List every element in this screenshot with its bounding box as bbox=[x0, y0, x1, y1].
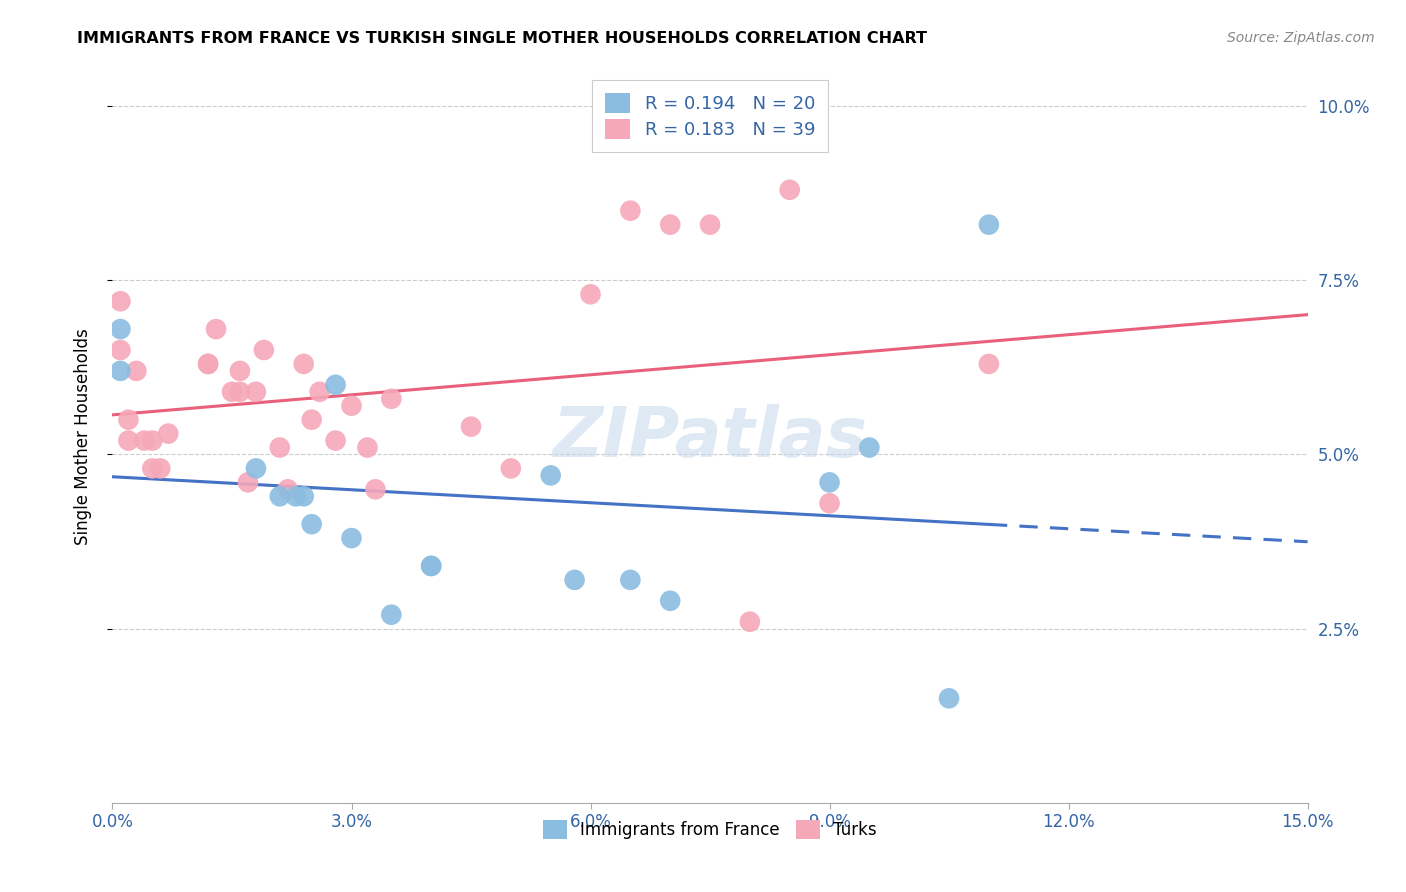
Point bbox=[292, 489, 315, 503]
Point bbox=[356, 441, 378, 455]
Point bbox=[699, 218, 721, 232]
Point bbox=[325, 377, 347, 392]
Text: ZIPatlas: ZIPatlas bbox=[553, 403, 868, 471]
Point bbox=[818, 475, 841, 490]
Point bbox=[659, 218, 682, 232]
Point bbox=[269, 441, 291, 455]
Point bbox=[619, 203, 641, 218]
Point bbox=[125, 364, 148, 378]
Text: Source: ZipAtlas.com: Source: ZipAtlas.com bbox=[1227, 31, 1375, 45]
Point bbox=[253, 343, 276, 357]
Point bbox=[977, 357, 1000, 371]
Point bbox=[141, 461, 163, 475]
Point bbox=[738, 615, 761, 629]
Point bbox=[197, 357, 219, 371]
Point bbox=[301, 412, 323, 426]
Point bbox=[277, 483, 299, 497]
Point bbox=[579, 287, 602, 301]
Point bbox=[938, 691, 960, 706]
Point bbox=[340, 399, 363, 413]
Point bbox=[229, 364, 252, 378]
Point bbox=[236, 475, 259, 490]
Point bbox=[380, 392, 402, 406]
Point bbox=[420, 558, 443, 573]
Point bbox=[499, 461, 522, 475]
Point bbox=[564, 573, 586, 587]
Point bbox=[818, 496, 841, 510]
Point bbox=[221, 384, 243, 399]
Point bbox=[110, 343, 132, 357]
Point bbox=[245, 384, 267, 399]
Point bbox=[977, 218, 1000, 232]
Point bbox=[269, 489, 291, 503]
Point bbox=[619, 573, 641, 587]
Point bbox=[364, 483, 387, 497]
Point bbox=[110, 364, 132, 378]
Point bbox=[149, 461, 172, 475]
Point bbox=[659, 594, 682, 608]
Point bbox=[292, 357, 315, 371]
Text: IMMIGRANTS FROM FRANCE VS TURKISH SINGLE MOTHER HOUSEHOLDS CORRELATION CHART: IMMIGRANTS FROM FRANCE VS TURKISH SINGLE… bbox=[77, 31, 928, 46]
Point bbox=[197, 357, 219, 371]
Point bbox=[325, 434, 347, 448]
Point bbox=[157, 426, 180, 441]
Point bbox=[110, 294, 132, 309]
Y-axis label: Single Mother Households: Single Mother Households bbox=[73, 329, 91, 545]
Point bbox=[110, 322, 132, 336]
Point bbox=[245, 461, 267, 475]
Point bbox=[858, 441, 880, 455]
Point bbox=[141, 434, 163, 448]
Point bbox=[117, 412, 139, 426]
Point bbox=[308, 384, 330, 399]
Point bbox=[301, 517, 323, 532]
Point bbox=[340, 531, 363, 545]
Point bbox=[229, 384, 252, 399]
Point bbox=[205, 322, 228, 336]
Point bbox=[779, 183, 801, 197]
Point bbox=[117, 434, 139, 448]
Point bbox=[460, 419, 482, 434]
Point bbox=[380, 607, 402, 622]
Point bbox=[284, 489, 307, 503]
Point bbox=[134, 434, 156, 448]
Point bbox=[420, 558, 443, 573]
Legend: Immigrants from France, Turks: Immigrants from France, Turks bbox=[537, 814, 883, 846]
Point bbox=[540, 468, 562, 483]
